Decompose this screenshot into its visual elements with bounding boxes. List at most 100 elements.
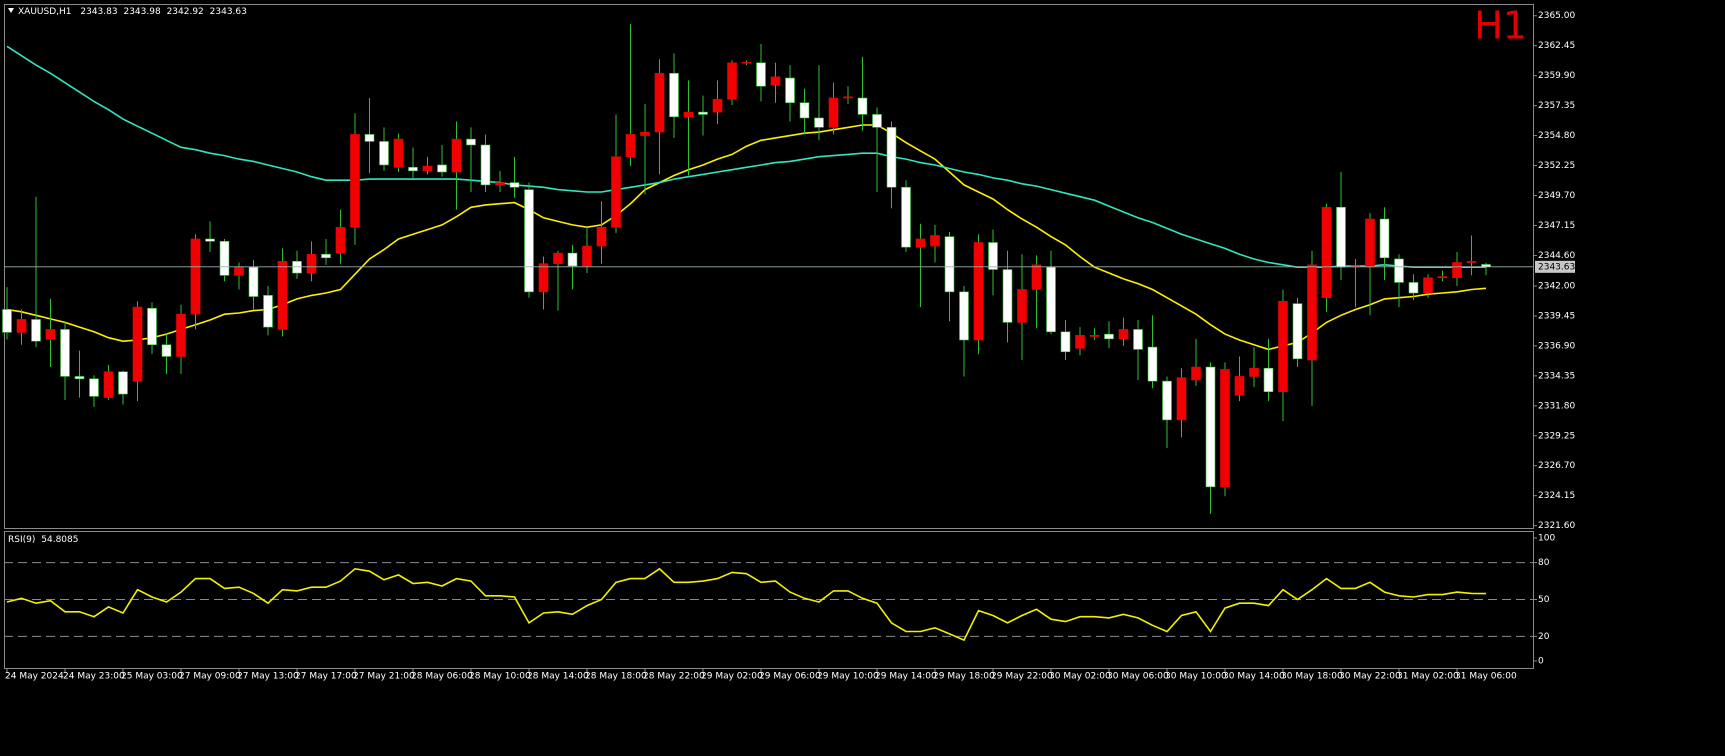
candle-body bbox=[886, 127, 897, 188]
candle-body bbox=[770, 76, 781, 86]
x-tick-label: 31 May 06:00 bbox=[1455, 672, 1517, 682]
symbol: XAUUSD,H1 bbox=[18, 7, 72, 17]
candle-body bbox=[248, 266, 259, 297]
timeframe-label: H1 bbox=[1474, 4, 1527, 48]
candle-body bbox=[1162, 380, 1172, 421]
candle-body bbox=[176, 313, 186, 357]
candle-body bbox=[1118, 329, 1129, 340]
candle-body bbox=[1466, 261, 1477, 263]
candle-body bbox=[350, 134, 360, 228]
y-tick-label: 2336.90 bbox=[1538, 341, 1575, 351]
y-tick-label: 2326.70 bbox=[1538, 461, 1575, 471]
candle-body bbox=[306, 253, 317, 274]
candle-body bbox=[582, 245, 592, 267]
candle-body bbox=[1379, 218, 1390, 259]
x-tick-label: 27 May 09:00 bbox=[179, 672, 241, 682]
candle-body bbox=[509, 182, 520, 188]
y-tick-label: 2324.15 bbox=[1538, 491, 1575, 501]
x-tick-label: 29 May 10:00 bbox=[817, 672, 879, 682]
candle-body bbox=[1365, 218, 1375, 268]
candle-body bbox=[1133, 329, 1143, 350]
candle-body bbox=[1046, 266, 1056, 333]
candle-body bbox=[683, 111, 694, 118]
candle-body bbox=[538, 263, 549, 293]
candle-body bbox=[1321, 206, 1332, 299]
candle-body bbox=[234, 266, 244, 276]
candle-body bbox=[263, 295, 273, 328]
x-tick-label: 24 May 23:00 bbox=[63, 672, 125, 682]
candle-body bbox=[480, 144, 491, 186]
candle-body bbox=[89, 378, 99, 397]
candle-body bbox=[872, 114, 882, 128]
candle-body bbox=[393, 138, 404, 168]
candle-body bbox=[321, 253, 331, 259]
x-tick-label: 30 May 06:00 bbox=[1107, 672, 1169, 682]
candle-body bbox=[944, 236, 955, 293]
candle-body bbox=[1176, 377, 1187, 421]
header-arrow bbox=[8, 8, 14, 13]
y-tick-label: 100 bbox=[1538, 534, 1555, 544]
candle-body bbox=[1336, 206, 1346, 268]
candle-body bbox=[843, 96, 853, 99]
current-price-box bbox=[1535, 260, 1575, 273]
candle-body bbox=[1002, 269, 1013, 323]
candle-body bbox=[712, 98, 723, 113]
candle-body bbox=[799, 102, 810, 119]
candle-body bbox=[741, 61, 752, 64]
candle-body bbox=[1423, 277, 1433, 294]
y-tick-label: 2344.60 bbox=[1538, 251, 1575, 261]
candle-body bbox=[756, 62, 766, 87]
candle-body bbox=[1408, 282, 1419, 294]
candle-body bbox=[219, 241, 230, 276]
candle-body bbox=[74, 376, 85, 380]
candle-body bbox=[2, 309, 12, 333]
x-tick-label: 25 May 03:00 bbox=[121, 672, 183, 682]
rsi-current: 54.8085 bbox=[41, 535, 78, 545]
candle-body bbox=[1075, 335, 1085, 349]
y-tick-label: 2329.25 bbox=[1538, 431, 1575, 441]
candle-body bbox=[45, 329, 56, 340]
x-tick-label: 31 May 02:00 bbox=[1397, 672, 1459, 682]
candle-body bbox=[1234, 376, 1245, 396]
y-tick-label: 2354.80 bbox=[1538, 131, 1575, 141]
candle-body bbox=[466, 138, 476, 146]
candle-body bbox=[915, 238, 926, 248]
candle-body bbox=[553, 252, 563, 264]
x-tick-label: 27 May 13:00 bbox=[237, 672, 299, 682]
candle-body bbox=[277, 261, 288, 330]
candle-body bbox=[1263, 367, 1274, 393]
candle-body bbox=[1060, 331, 1071, 353]
candle-body bbox=[727, 62, 737, 100]
x-tick-label: 28 May 18:00 bbox=[585, 672, 647, 682]
candle-body bbox=[60, 329, 70, 377]
candle-body bbox=[1191, 366, 1201, 381]
candle-body bbox=[988, 242, 998, 270]
current-price-label: 2343.63 bbox=[1538, 262, 1575, 272]
candle-body bbox=[335, 226, 346, 254]
candle-body bbox=[930, 235, 940, 247]
candle-body bbox=[959, 291, 969, 341]
candle-body bbox=[1220, 369, 1230, 488]
candle-body bbox=[451, 138, 462, 173]
moving-average bbox=[6, 45, 1486, 268]
x-tick-label: 29 May 18:00 bbox=[933, 672, 995, 682]
candle-body bbox=[857, 97, 868, 115]
candle-body bbox=[698, 111, 708, 115]
y-tick-label: 2349.70 bbox=[1538, 191, 1575, 201]
candle-body bbox=[1249, 367, 1259, 377]
candle-body bbox=[147, 307, 157, 346]
y-tick-label: 2357.35 bbox=[1538, 101, 1575, 111]
candle-body bbox=[31, 319, 41, 342]
rsi-header: RSI(9) 54.8085 bbox=[8, 535, 78, 545]
candle-body bbox=[785, 77, 795, 103]
y-tick-label: 50 bbox=[1538, 595, 1550, 605]
x-tick-label: 30 May 14:00 bbox=[1223, 672, 1285, 682]
candle-body bbox=[1147, 346, 1158, 382]
x-tick-label: 29 May 22:00 bbox=[991, 672, 1053, 682]
x-tick-label: 29 May 06:00 bbox=[759, 672, 821, 682]
candle-body bbox=[364, 134, 375, 142]
candle-body bbox=[1089, 335, 1100, 337]
rsi-title: RSI(9) bbox=[8, 535, 35, 545]
y-tick-label: 2339.45 bbox=[1538, 311, 1575, 321]
